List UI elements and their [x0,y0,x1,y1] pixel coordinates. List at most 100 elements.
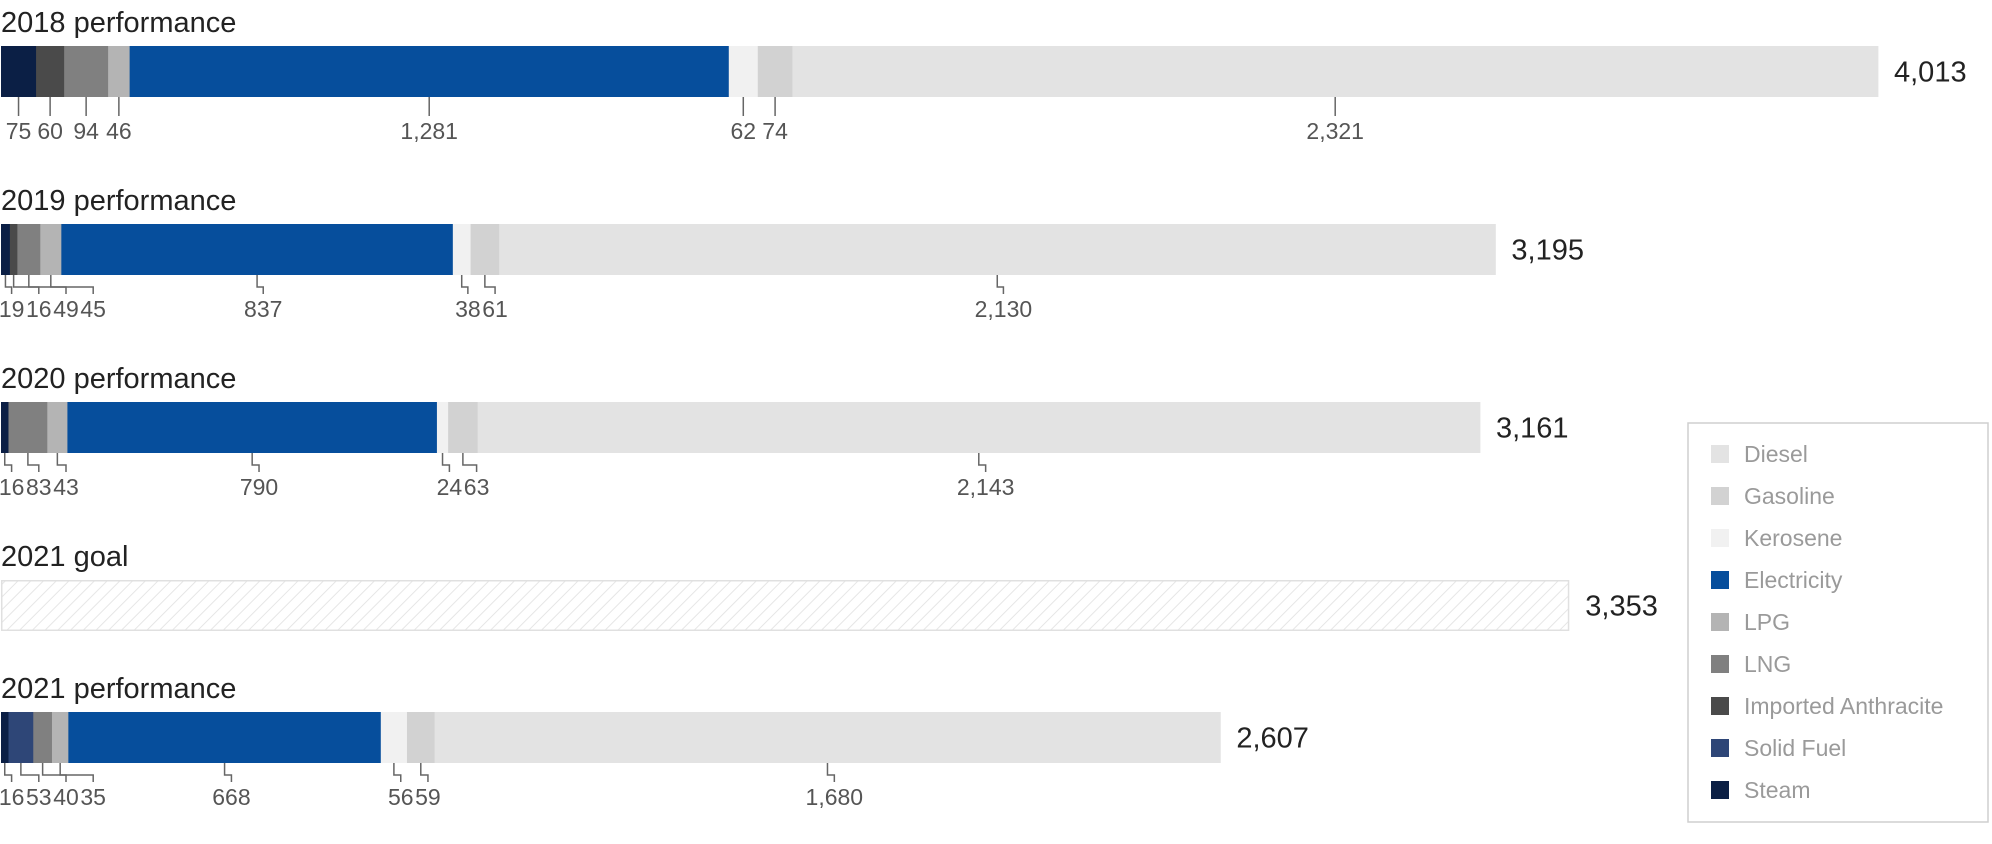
segment-value-label: 16 [0,474,24,500]
bar-segment [1,712,9,763]
bar-row: 2021 performance 2,607 16 53 40 35 668 56 59 1,68… [0,673,1309,810]
leader-line [4,275,13,294]
leader-line [41,763,67,782]
bar-segment [499,224,1496,275]
row-title: 2021 goal [1,541,128,573]
bar-segment [36,46,65,97]
bar-row: 2019 performance 3,195 19 16 49 45 837 38 61 2,13… [0,185,1584,322]
legend-item: LNG [1711,651,1791,677]
segment-value-label: 63 [464,474,490,500]
bar-segment [1,402,9,453]
row-title: 2019 performance [1,185,236,217]
segment-value-label: 19 [0,296,24,322]
legend-item: Steam [1711,777,1810,803]
segment-value-label: 60 [37,118,63,144]
legend-swatch [1711,739,1729,757]
bar-segment [434,712,1221,763]
leader-line [420,763,429,782]
leader-line [223,763,233,782]
leader-line [978,453,987,472]
segment-value-label: 1,281 [400,118,458,144]
segment-value-label: 16 [0,784,24,810]
leader-line [56,453,67,472]
leader-line [50,275,94,294]
bar-segment [452,224,472,275]
leader-line [462,453,478,472]
total-label: 3,161 [1496,413,1569,445]
legend-label: Steam [1744,777,1810,803]
bar-segment [64,46,109,97]
segment-value-label: 46 [106,118,132,144]
total-label: 3,353 [1585,591,1658,623]
bar-segment [436,402,449,453]
legend-label: Kerosene [1744,525,1842,551]
segment-value-label: 43 [53,474,79,500]
segment-value-label: 2,143 [957,474,1015,500]
legend-swatch [1711,445,1729,463]
bar-segment [728,46,759,97]
bar-row: 2020 performance 3,161 16 83 43 790 24 63 2,143 [0,363,1569,500]
segment-value-label: 837 [244,296,282,322]
leader-line [441,453,451,472]
segment-value-label: 24 [437,474,463,500]
bar-row: 2021 goal 3,353 [1,541,1658,631]
legend-label: Gasoline [1744,483,1835,509]
bar-segment [47,402,68,453]
bar-segment [470,224,500,275]
legend-swatch [1711,529,1729,547]
bar-segment [757,46,793,97]
segment-value-label: 53 [26,784,52,810]
segment-value-label: 56 [388,784,414,810]
row-title: 2021 performance [1,673,236,705]
legend-label: Diesel [1744,441,1808,467]
segment-value-label: 2,321 [1306,118,1364,144]
bar-segment [67,402,438,453]
legend-swatch [1711,487,1729,505]
segment-value-label: 74 [762,118,788,144]
leader-line [12,275,40,294]
segment-value-label: 668 [212,784,250,810]
bar-segment [40,224,62,275]
bar-segment [792,46,1879,97]
bar-segment [108,46,131,97]
leader-line [256,275,264,294]
leader-line [59,763,94,782]
legend-item: Imported Anthracite [1711,693,1943,719]
bar-segment [380,712,408,763]
leader-line [484,275,496,294]
row-title: 2018 performance [1,7,236,39]
bar-segment [448,402,479,453]
leader-line [251,453,260,472]
bar-rows: 2018 performance 4,013 75 60 94 46 1,281 62 74 2,… [0,7,1967,810]
bar-segment [17,224,41,275]
legend-item: Gasoline [1711,483,1835,509]
legend-label: Imported Anthracite [1744,693,1943,719]
leader-line [28,275,67,294]
legend: Diesel Gasoline Kerosene Electricity LPG LNG I… [1687,422,1989,823]
total-label: 2,607 [1236,723,1309,755]
bar-segment [9,224,18,275]
legend-label: Solid Fuel [1744,735,1846,761]
leader-line [3,453,13,472]
legend-swatch [1711,571,1729,589]
segment-value-label: 94 [73,118,99,144]
bar-segment [68,712,382,763]
bar-segment [406,712,435,763]
segment-value-label: 83 [26,474,52,500]
legend-item: LPG [1711,609,1790,635]
legend-swatch [1711,655,1729,673]
segment-value-label: 49 [53,296,79,322]
bar-segment [1,224,11,275]
bar-segment [129,46,730,97]
total-label: 3,195 [1511,235,1584,267]
segment-value-label: 35 [80,784,106,810]
legend-item: Solid Fuel [1711,735,1846,761]
legend-item: Kerosene [1711,525,1842,551]
leader-line [826,763,836,782]
segment-value-label: 790 [240,474,278,500]
legend-label: LPG [1744,609,1790,635]
leader-line [27,453,40,472]
segment-value-label: 45 [80,296,106,322]
leader-line [20,763,40,782]
